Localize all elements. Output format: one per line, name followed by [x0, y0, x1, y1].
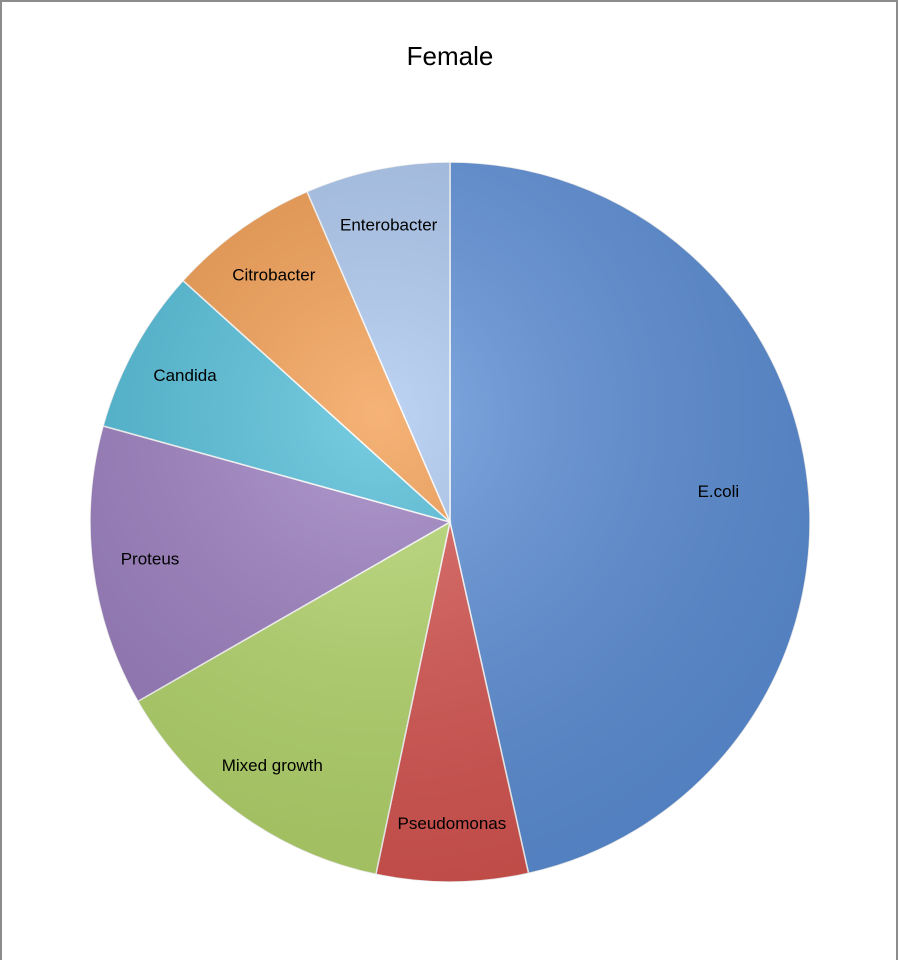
chart-title: Female	[407, 41, 494, 71]
labels: E.coli Pseudomonas Mixed growth Proteus Cand…	[121, 215, 739, 833]
slice-label: Mixed growth	[222, 756, 323, 775]
slice-label: Pseudomonas	[398, 814, 507, 833]
slice-label: Enterobacter	[340, 215, 438, 234]
pie	[89, 161, 811, 883]
slice-label: E.coli	[698, 482, 740, 501]
slice-label: Proteus	[121, 549, 180, 568]
slice-label: Candida	[153, 366, 217, 385]
slice-label: Citrobacter	[232, 266, 315, 285]
